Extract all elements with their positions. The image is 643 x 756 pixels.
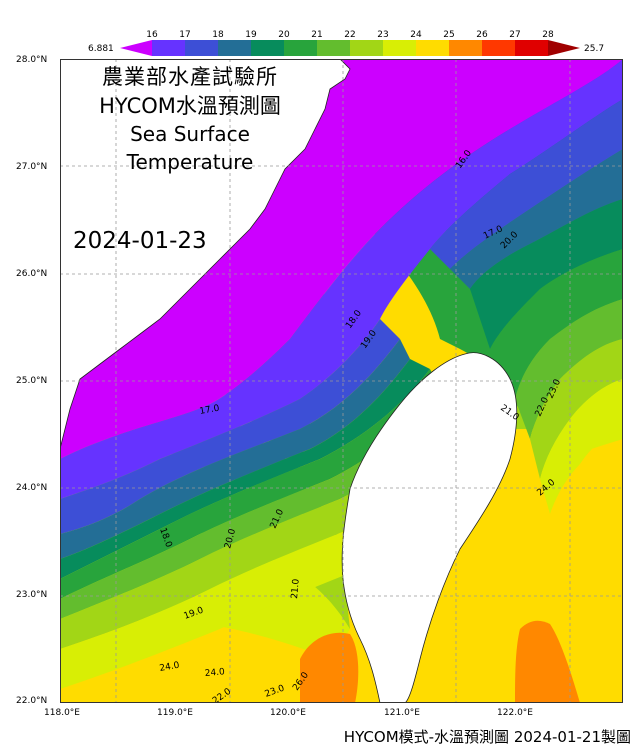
title-sst-line1: Sea Surface: [130, 122, 250, 146]
colorbar-tick: 18: [212, 30, 224, 40]
title-product: HYCOM水溫預測圖: [99, 94, 281, 118]
lon-label: 122.0°E: [497, 708, 533, 718]
colorbar-tick: 24: [410, 30, 422, 40]
contour-label: 21.0: [290, 578, 302, 599]
lat-label: 24.0°N: [16, 483, 48, 493]
china-land: [60, 59, 350, 449]
colorbar-min-label: 6.881: [88, 44, 114, 54]
sst-map: 16.0 17.0 17.0 18.0 18.0 19.0 19.0 20.0 …: [60, 59, 623, 703]
colorbar-tick: 27: [509, 30, 521, 40]
taiwan-land: [342, 352, 517, 703]
contour-label: 24.0: [204, 667, 225, 679]
colorbar-tick: 17: [179, 30, 191, 40]
lon-label: 118.0°E: [44, 708, 80, 718]
contour-label: 24.0: [159, 661, 181, 674]
lon-label: 120.0°E: [270, 708, 306, 718]
lat-label: 22.0°N: [16, 696, 48, 706]
colorbar-tick: 20: [278, 30, 290, 40]
contour-label: 17.0: [199, 404, 221, 417]
colorbar-graphic: [120, 40, 580, 56]
lat-label: 25.0°N: [16, 376, 48, 386]
colorbar: 16 17 18 19 20 21 22 23 24 25 26 27 28 6…: [0, 0, 643, 56]
lat-label: 27.0°N: [16, 162, 48, 172]
colorbar-tick: 28: [542, 30, 554, 40]
lat-label: 26.0°N: [16, 269, 48, 279]
colorbar-tick: 19: [245, 30, 257, 40]
lon-label: 119.0°E: [157, 708, 193, 718]
colorbar-tick: 21: [311, 30, 323, 40]
map-title: 農業部水產試驗所 HYCOM水溫預測圖 Sea Surface Temperat…: [60, 62, 320, 176]
lon-label: 121.0°E: [384, 708, 420, 718]
title-agency: 農業部水產試驗所: [102, 65, 278, 89]
colorbar-tick: 26: [476, 30, 488, 40]
colorbar-tick: 22: [344, 30, 356, 40]
lat-label: 28.0°N: [16, 55, 48, 65]
footer-credit: HYCOM模式-水溫預測圖 2024-01-21製圖: [343, 728, 631, 746]
forecast-date: 2024-01-23: [73, 228, 207, 254]
lat-label: 23.0°N: [16, 590, 48, 600]
title-sst-line2: Temperature: [126, 150, 254, 174]
colorbar-tick: 16: [146, 30, 158, 40]
colorbar-max-label: 25.7: [584, 44, 605, 54]
colorbar-tick: 23: [377, 30, 389, 40]
colorbar-tick: 25: [443, 30, 455, 40]
